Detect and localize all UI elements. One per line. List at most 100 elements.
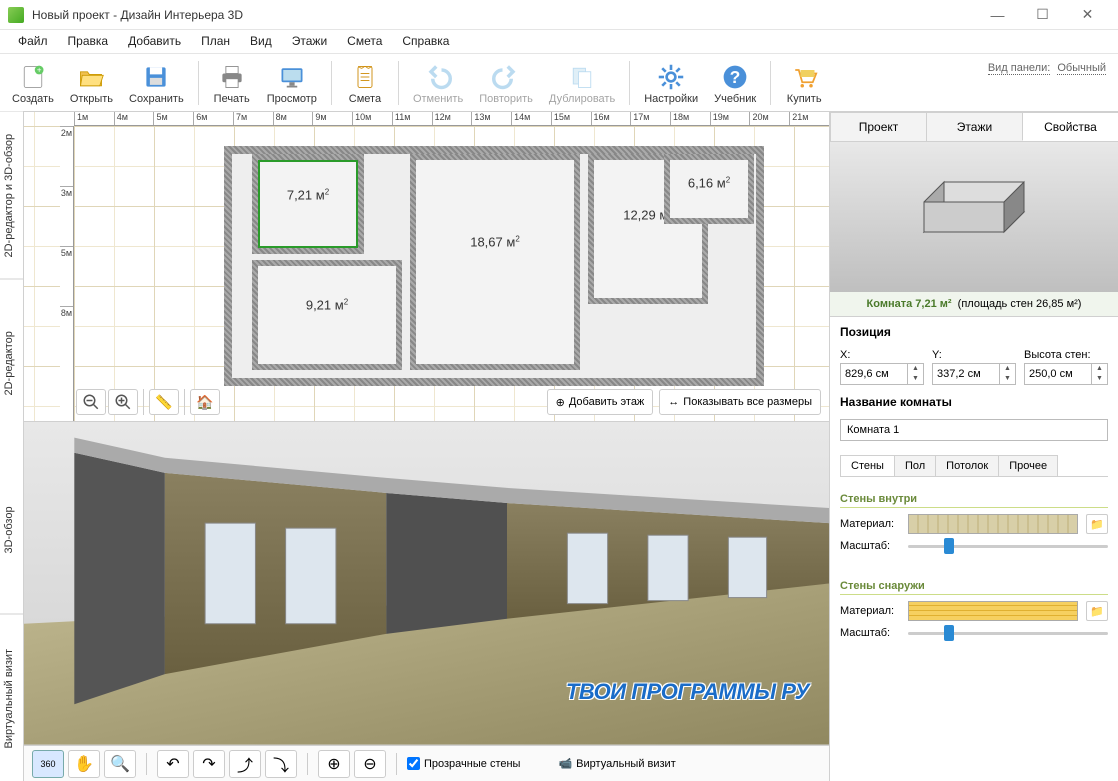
menu-этажи[interactable]: Этажи xyxy=(282,30,337,53)
scale-outside-slider[interactable] xyxy=(908,632,1108,635)
minimize-button[interactable]: — xyxy=(975,0,1020,30)
bottom-toolbar: 360 ✋ 🔍 ↶ ↷ ⤴ ⤵ ⊕ ⊖ Прозрачные стены 📹 В… xyxy=(24,745,829,781)
right-tab-свойства[interactable]: Свойства xyxy=(1022,112,1118,141)
toolbar-undo-button: Отменить xyxy=(405,59,471,107)
show-dimensions-button[interactable]: ↔ Показывать все размеры xyxy=(659,389,821,415)
material-inside-swatch[interactable] xyxy=(908,514,1078,534)
wall-height-input[interactable]: ▲▼ xyxy=(1024,363,1108,385)
help-icon: ? xyxy=(719,61,751,93)
toolbar-cart-button[interactable]: Купить xyxy=(777,59,831,107)
properties: Позиция X: ▲▼ Y: ▲▼ Высо xyxy=(830,317,1118,659)
toolbar-display-button[interactable]: Просмотр xyxy=(259,59,325,107)
ruler-horizontal: 1м4м5м6м7м8м9м10м11м12м13м14м15м16м17м18… xyxy=(74,112,829,126)
toolbar-estimate-button[interactable]: Смета xyxy=(338,59,392,107)
room-1[interactable]: 9,21 м2 xyxy=(252,260,402,370)
floorplan[interactable]: 7,21 м29,21 м218,67 м212,29 м26,16 м2 xyxy=(134,146,754,386)
pan-button[interactable]: ✋ xyxy=(68,750,100,778)
zoom-out-button[interactable] xyxy=(76,389,106,415)
render-3d xyxy=(24,422,829,745)
toolbar: +СоздатьОткрытьСохранить ПечатьПросмотр См… xyxy=(0,54,1118,112)
maximize-button[interactable]: ☐ xyxy=(1020,0,1065,30)
toolbar-gear-button[interactable]: Настройки xyxy=(636,59,706,107)
subtab-2[interactable]: Потолок xyxy=(935,455,999,476)
room-0[interactable]: 7,21 м2 xyxy=(252,154,364,254)
toolbar-save-button[interactable]: Сохранить xyxy=(121,59,192,107)
toolbar-print-button[interactable]: Печать xyxy=(205,59,259,107)
open-icon xyxy=(75,61,107,93)
menu-план[interactable]: План xyxy=(191,30,240,53)
scale-inside-slider[interactable] xyxy=(908,545,1108,548)
orbit-button[interactable]: 360 xyxy=(32,750,64,778)
room-name-input[interactable] xyxy=(840,419,1108,441)
material-outside-swatch[interactable] xyxy=(908,601,1078,621)
home-button[interactable]: 🏠 xyxy=(190,389,220,415)
room-name-label: Название комнаты xyxy=(840,395,1108,409)
subtab-3[interactable]: Прочее xyxy=(998,455,1058,476)
right-panel: ПроектЭтажиСвойства Комната 7,21 м² (пло… xyxy=(830,112,1118,781)
menu-правка[interactable]: Правка xyxy=(58,30,119,53)
room-label-2: 18,67 м2 xyxy=(470,234,520,249)
menu-добавить[interactable]: Добавить xyxy=(118,30,191,53)
print-icon xyxy=(216,61,248,93)
room-summary: Комната 7,21 м² (площадь стен 26,85 м²) xyxy=(830,292,1118,317)
titlebar: Новый проект - Дизайн Интерьера 3D — ☐ ✕ xyxy=(0,0,1118,30)
zoom-in-button[interactable] xyxy=(108,389,138,415)
toolbar-open-button[interactable]: Открыть xyxy=(62,59,121,107)
room-label-4: 6,16 м2 xyxy=(688,176,730,191)
zoom-in-3d-button[interactable]: ⊕ xyxy=(318,750,350,778)
rotate-left-button[interactable]: ↶ xyxy=(157,750,189,778)
right-tab-этажи[interactable]: Этажи xyxy=(926,112,1023,141)
undo-icon xyxy=(422,61,454,93)
right-tab-проект[interactable]: Проект xyxy=(830,112,927,141)
rotate-right-button[interactable]: ↷ xyxy=(193,750,225,778)
panel-mode-label[interactable]: Вид панели: Обычный xyxy=(988,62,1106,74)
room-3d-preview[interactable] xyxy=(830,142,1118,292)
menu-вид[interactable]: Вид xyxy=(240,30,282,53)
room-label-1: 9,21 м2 xyxy=(306,298,348,313)
zoom-3d-button[interactable]: 🔍 xyxy=(104,750,136,778)
menubar: ФайлПравкаДобавитьПланВидЭтажиСметаСправ… xyxy=(0,30,1118,54)
browse-material-inside[interactable]: 📁 xyxy=(1086,514,1108,534)
vtab-0[interactable]: 2D-редактор и 3D-обзор xyxy=(0,112,23,280)
vtab-1[interactable]: 2D-редактор xyxy=(0,280,23,448)
toolbar-create-button[interactable]: +Создать xyxy=(4,59,62,107)
view-3d[interactable]: ТВОИ ПРОГРАММЫ РУ xyxy=(24,422,829,745)
display-icon xyxy=(276,61,308,93)
subtab-0[interactable]: Стены xyxy=(840,455,895,476)
subtab-1[interactable]: Пол xyxy=(894,455,936,476)
transparent-walls-checkbox[interactable]: Прозрачные стены xyxy=(407,757,520,770)
menu-смета[interactable]: Смета xyxy=(337,30,392,53)
room-2[interactable]: 18,67 м2 xyxy=(410,154,580,370)
redo-icon xyxy=(490,61,522,93)
add-floor-button[interactable]: ⊕ Добавить этаж xyxy=(547,389,654,415)
vtab-3[interactable]: Виртуальный визит xyxy=(0,615,23,781)
tilt-down-button[interactable]: ⤵ xyxy=(265,750,297,778)
save-icon xyxy=(140,61,172,93)
toolbar-help-button[interactable]: ?Учебник xyxy=(706,59,764,107)
app-icon xyxy=(8,7,24,23)
menu-файл[interactable]: Файл xyxy=(8,30,58,53)
toolbar-dup-button: Дублировать xyxy=(541,59,623,107)
create-icon: + xyxy=(17,61,49,93)
center-area: 1м4м5м6м7м8м9м10м11м12м13м14м15м16м17м18… xyxy=(24,112,830,781)
room-4[interactable]: 6,16 м2 xyxy=(664,154,754,224)
right-tabs: ПроектЭтажиСвойства xyxy=(830,112,1118,142)
svg-text:?: ? xyxy=(730,67,741,87)
zoom-out-3d-button[interactable]: ⊖ xyxy=(354,750,386,778)
dims-icon: ↔ xyxy=(668,396,679,408)
vtab-2[interactable]: 3D-обзор xyxy=(0,447,23,615)
browse-material-outside[interactable]: 📁 xyxy=(1086,601,1108,621)
close-button[interactable]: ✕ xyxy=(1065,0,1110,30)
plan-2d-view[interactable]: 1м4м5м6м7м8м9м10м11м12м13м14м15м16м17м18… xyxy=(24,112,829,422)
menu-справка[interactable]: Справка xyxy=(392,30,459,53)
gear-icon xyxy=(655,61,687,93)
camera-icon: 📹 xyxy=(558,757,572,770)
tilt-up-button[interactable]: ⤴ xyxy=(229,750,261,778)
virtual-visit-button[interactable]: 📹 Виртуальный визит xyxy=(558,757,675,770)
walls-outside-section: Стены снаружи Материал: 📁 Масштаб: xyxy=(840,574,1108,651)
cart-icon xyxy=(788,61,820,93)
y-input[interactable]: ▲▼ xyxy=(932,363,1016,385)
measure-button[interactable]: 📏 xyxy=(149,389,179,415)
add-floor-icon: ⊕ xyxy=(556,396,565,409)
x-input[interactable]: ▲▼ xyxy=(840,363,924,385)
